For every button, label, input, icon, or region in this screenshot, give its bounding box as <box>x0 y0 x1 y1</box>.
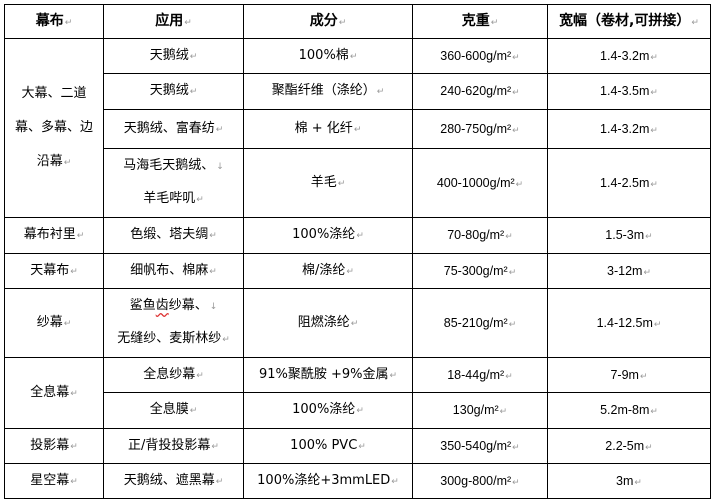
application-cell: 全息膜 <box>103 392 244 429</box>
application-cell: 细帆布、棉麻 <box>103 253 244 289</box>
width-cell: 2.2-5m <box>547 428 711 464</box>
category-cell: 星空幕 <box>4 463 104 499</box>
header-weight: 克重 <box>412 4 548 39</box>
application-cell: 正/背投投影幕 <box>103 428 244 464</box>
composition-cell: 羊毛 <box>243 148 413 218</box>
weight-cell: 130g/m² <box>412 392 548 429</box>
application-line: 马海毛天鹅绒、 <box>106 150 241 183</box>
category-cell: 天幕布 <box>4 253 104 289</box>
category-cell: 投影幕 <box>4 428 104 464</box>
weight-cell: 360-600g/m² <box>412 38 548 74</box>
table-row: 投影幕 正/背投投影幕 100% PVC 350-540g/m² 2.2-5m <box>4 428 711 464</box>
application-cell: 马海毛天鹅绒、 羊毛哔叽 <box>103 148 244 218</box>
application-cell: 鲨鱼齿纱幕、 无缝纱、麦斯林纱 <box>103 288 244 358</box>
header-composition: 成分 <box>243 4 413 39</box>
application-line: 鲨鱼齿纱幕、 <box>106 290 241 323</box>
table-row: 天鹅绒 聚酯纤维（涤纶） 240-620g/m² 1.4-3.5m <box>5 73 711 110</box>
category-cell: 纱幕 <box>4 288 104 358</box>
width-cell: 1.5-3m <box>547 217 711 254</box>
weight-cell: 240-620g/m² <box>412 73 548 110</box>
weight-cell: 300g-800/m² <box>412 463 548 499</box>
composition-cell: 100%涤纶 <box>243 392 413 429</box>
application-text: 纱幕、 <box>168 298 208 313</box>
application-cell: 天鹅绒、富春纺 <box>103 109 244 149</box>
weight-cell: 400-1000g/m² <box>412 148 548 218</box>
application-text: 鲨鱼 <box>129 298 156 313</box>
table-row: 全息膜 100%涤纶 130g/m² 5.2m-8m <box>5 392 711 429</box>
width-cell: 1.4-3.2m <box>547 38 711 74</box>
application-cell: 全息纱幕 <box>103 357 244 393</box>
width-cell: 1.4-3.2m <box>547 109 711 149</box>
composition-cell: 阻燃涤纶 <box>243 288 413 358</box>
composition-cell: 100%涤纶+3mmLED <box>243 463 413 499</box>
composition-cell: 棉 + 化纤 <box>243 109 413 149</box>
category-text: 大幕、二道幕、多幕、边沿幕 <box>15 86 93 169</box>
width-cell: 5.2m-8m <box>547 392 711 429</box>
header-row: 幕布 应用 成分 克重 宽幅（卷材,可拼接） <box>4 4 711 39</box>
header-application: 应用 <box>103 4 244 39</box>
width-cell: 1.4-12.5m <box>547 288 711 358</box>
table-row: 幕布衬里 色缎、塔夫绸 100%涤纶 70-80g/m² 1.5-3m <box>4 217 711 254</box>
width-cell: 1.4-2.5m <box>547 148 711 218</box>
application-cell: 天鹅绒、遮黑幕 <box>103 463 244 499</box>
composition-cell: 100% PVC <box>243 428 413 464</box>
weight-cell: 18-44g/m² <box>412 357 548 393</box>
category-cell: 大幕、二道幕、多幕、边沿幕 <box>4 38 104 218</box>
application-line: 羊毛哔叽 <box>106 183 241 216</box>
composition-cell: 91%聚酰胺 +9%金属 <box>243 357 413 393</box>
header-curtain: 幕布 <box>4 4 104 39</box>
table-row: 全息幕 全息纱幕 91%聚酰胺 +9%金属 18-44g/m² 7-9m <box>4 357 711 429</box>
weight-cell: 350-540g/m² <box>412 428 548 464</box>
width-cell: 7-9m <box>547 357 711 393</box>
header-width: 宽幅（卷材,可拼接） <box>547 4 711 39</box>
weight-cell: 70-80g/m² <box>412 217 548 254</box>
weight-cell: 85-210g/m² <box>412 288 548 358</box>
weight-cell: 75-300g/m² <box>412 253 548 289</box>
composition-cell: 聚酯纤维（涤纶） <box>243 73 413 110</box>
table-row: 星空幕 天鹅绒、遮黑幕 100%涤纶+3mmLED 300g-800/m² 3m <box>4 463 711 499</box>
composition-cell: 棉/涤纶 <box>243 253 413 289</box>
table-row: 天幕布 细帆布、棉麻 棉/涤纶 75-300g/m² 3-12m <box>4 253 711 289</box>
category-cell: 幕布衬里 <box>4 217 104 254</box>
application-cell: 色缎、塔夫绸 <box>103 217 244 254</box>
width-cell: 3m <box>547 463 711 499</box>
table-row: 大幕、二道幕、多幕、边沿幕 天鹅绒 100%棉 360-600g/m² 1.4-… <box>4 38 711 218</box>
fabric-spec-table: 幕布 应用 成分 克重 宽幅（卷材,可拼接） 大幕、二道幕、多幕、边沿幕 天鹅绒… <box>4 4 711 499</box>
weight-cell: 280-750g/m² <box>412 109 548 149</box>
application-cell: 天鹅绒 <box>103 73 244 110</box>
application-cell: 天鹅绒 <box>103 38 244 74</box>
table-row: 天鹅绒、富春纺 棉 + 化纤 280-750g/m² 1.4-3.2m <box>5 109 711 149</box>
composition-cell: 100%涤纶 <box>243 217 413 254</box>
width-cell: 1.4-3.5m <box>547 73 711 110</box>
width-cell: 3-12m <box>547 253 711 289</box>
category-cell: 全息幕 <box>4 357 104 429</box>
application-line: 无缝纱、麦斯林纱 <box>106 323 241 356</box>
composition-cell: 100%棉 <box>243 38 413 74</box>
spellcheck-flagged-text: 齿 <box>155 298 169 313</box>
table-row: 马海毛天鹅绒、 羊毛哔叽 羊毛 400-1000g/m² 1.4-2.5m <box>5 148 711 218</box>
table-row: 纱幕 鲨鱼齿纱幕、 无缝纱、麦斯林纱 阻燃涤纶 85-210g/m² 1.4-1… <box>4 288 711 358</box>
